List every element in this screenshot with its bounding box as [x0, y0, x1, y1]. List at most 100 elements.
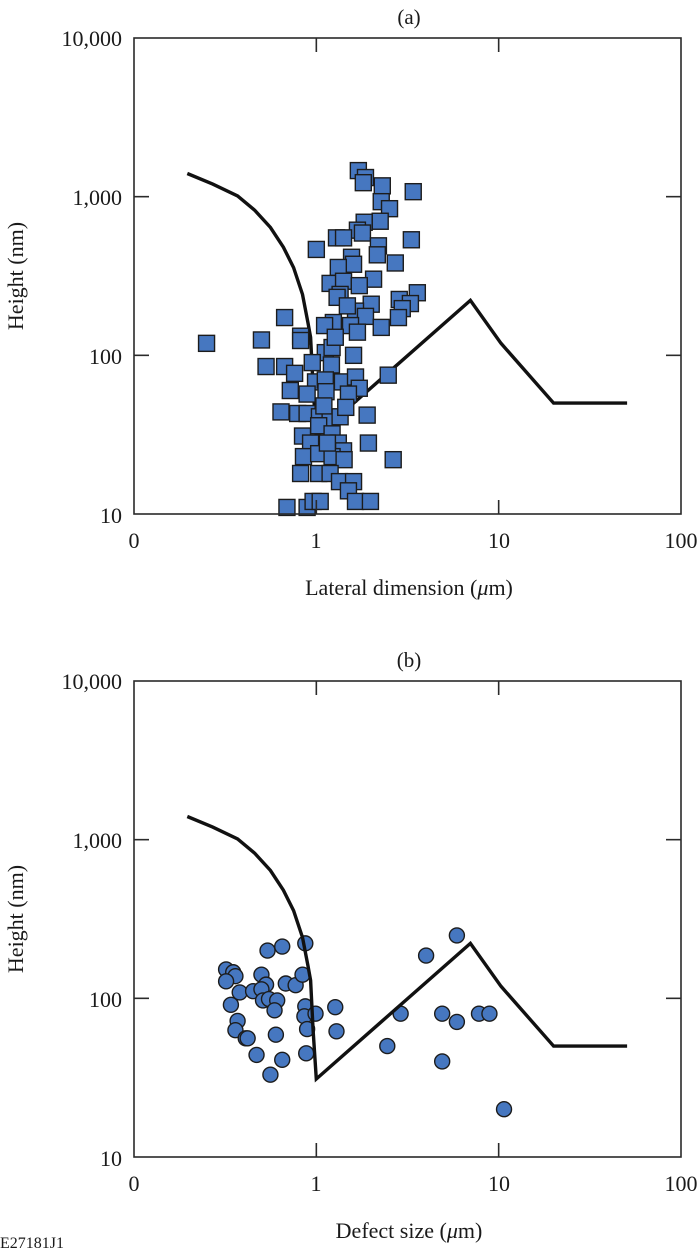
- data-point-circle: [259, 942, 276, 959]
- data-point-square: [356, 307, 375, 326]
- data-point-square: [346, 492, 365, 511]
- data-point-circle: [217, 973, 235, 990]
- y-axis-title-b: Height (nm): [3, 865, 28, 973]
- data-point-circle: [262, 1066, 279, 1083]
- data-point-square: [281, 381, 300, 400]
- y-tick-labels-b: 10,000 1,000 100 10: [62, 669, 123, 1171]
- y-tick-label-10000: 10,000: [62, 26, 123, 51]
- plot-frame: [133, 680, 682, 1158]
- panel-label-a: (a): [397, 5, 420, 29]
- data-point-square: [307, 240, 326, 259]
- data-point-square: [291, 331, 310, 350]
- data-point-circle: [495, 1101, 513, 1118]
- data-point-circle: [481, 1005, 498, 1022]
- data-point-circle: [328, 1023, 345, 1040]
- data-point-circle: [433, 1005, 451, 1022]
- data-point-square: [354, 173, 373, 192]
- data-point-square: [303, 353, 321, 372]
- data-point-square: [384, 450, 402, 469]
- data-point-square: [257, 357, 275, 376]
- y-tick-label-1000: 1,000: [73, 828, 123, 853]
- plot-frame: [133, 37, 682, 515]
- data-point-circle: [417, 947, 435, 964]
- data-point-square: [386, 254, 404, 272]
- data-point-square: [272, 403, 290, 421]
- data-point-square: [337, 398, 355, 417]
- y-tick-label-1000: 1,000: [73, 185, 123, 210]
- data-point-square: [285, 364, 304, 383]
- data-point-square: [294, 447, 313, 466]
- model-curve-line: [186, 171, 628, 440]
- data-point-circle: [274, 1051, 291, 1068]
- data-point-square: [275, 308, 294, 327]
- data-point-square: [197, 334, 216, 353]
- data-point-square: [278, 498, 296, 517]
- x-axis-title-b: Defect size (μm): [336, 1218, 483, 1243]
- y-tick-label-100: 100: [89, 344, 122, 369]
- y-tick-label-10: 10: [100, 1146, 122, 1171]
- x-axis-title-a: Lateral dimension (μm): [305, 575, 513, 600]
- data-point-square: [368, 246, 387, 264]
- data-point-circle: [298, 1045, 315, 1062]
- data-point-square: [298, 385, 316, 403]
- data-point-square: [361, 492, 380, 511]
- data-point-circle: [239, 1030, 256, 1047]
- data-point-square: [252, 331, 271, 349]
- data-point-square: [348, 323, 367, 341]
- panel-label-b: (b): [397, 648, 422, 672]
- data-point-square: [359, 434, 378, 452]
- data-point-square: [389, 308, 408, 327]
- data-point-circle: [307, 1005, 324, 1022]
- data-point-square: [315, 397, 333, 415]
- axis-ticks: [134, 38, 681, 514]
- data-point-square: [326, 328, 344, 346]
- data-point-square: [353, 224, 372, 242]
- data-point-circle: [448, 927, 466, 944]
- data-point-square: [372, 318, 390, 337]
- data-point-circle: [327, 998, 344, 1016]
- data-point-square: [344, 255, 363, 273]
- x-tick-labels-a: 0 1 10 100: [129, 528, 698, 553]
- data-point-circle: [222, 996, 240, 1014]
- x-tick-label-0: 0: [129, 528, 140, 553]
- figure-id: E27181J1: [0, 1235, 64, 1252]
- data-point-square: [344, 346, 363, 365]
- data-point-circle: [448, 1013, 466, 1031]
- data-point-square: [334, 229, 353, 247]
- y-tick-labels-a: 10,000 1,000 100 10: [62, 26, 123, 528]
- x-tick-label-10: 10: [488, 528, 510, 553]
- data-point-circle: [433, 1053, 451, 1070]
- data-point-square: [291, 464, 310, 483]
- data-point-square: [335, 450, 353, 469]
- model-curve-line: [186, 814, 628, 1083]
- data-point-square: [350, 276, 368, 295]
- x-tick-labels-b: 0 1 10 100: [129, 1171, 698, 1196]
- data-point-circle: [379, 1037, 396, 1055]
- panel-b: (b) 10,000 1,000 100 10 0 1 10 100 Defec…: [3, 648, 698, 1243]
- data-point-square: [373, 177, 391, 195]
- panel-a: (a) 10,000 1,000 100 10 0 1 10 100 Later…: [3, 5, 698, 600]
- data-point-square: [338, 297, 357, 315]
- data-markers: [217, 927, 513, 1118]
- x-tick-label-100: 100: [665, 1171, 698, 1196]
- data-point-square: [318, 434, 337, 452]
- data-point-square: [402, 231, 421, 249]
- plot-area-a: [133, 37, 682, 517]
- x-tick-label-0: 0: [129, 1171, 140, 1196]
- data-point-circle: [248, 1046, 265, 1064]
- y-tick-label-10: 10: [100, 503, 122, 528]
- data-markers: [197, 161, 427, 517]
- data-point-square: [358, 406, 376, 424]
- plot-area-b: [133, 680, 682, 1158]
- y-tick-label-100: 100: [89, 987, 122, 1012]
- data-point-square: [404, 182, 422, 201]
- data-point-square: [311, 492, 329, 511]
- x-tick-label-100: 100: [665, 528, 698, 553]
- axis-ticks: [134, 681, 681, 1157]
- x-tick-label-1: 1: [311, 528, 322, 553]
- data-point-square: [371, 212, 389, 230]
- x-tick-label-1: 1: [311, 1171, 322, 1196]
- data-point-square: [379, 366, 397, 384]
- data-point-square: [322, 356, 341, 374]
